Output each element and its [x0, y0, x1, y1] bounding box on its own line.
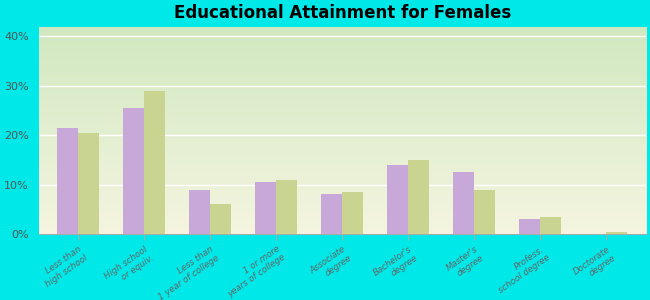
Bar — [387, 165, 408, 234]
Bar — [606, 232, 627, 234]
Bar — [453, 172, 474, 234]
Bar — [321, 194, 343, 234]
Bar — [210, 204, 231, 234]
Bar — [540, 217, 562, 234]
Bar — [519, 219, 540, 234]
Bar — [255, 182, 276, 234]
Title: Educational Attainment for Females: Educational Attainment for Females — [174, 4, 511, 22]
Bar — [189, 190, 210, 234]
Bar — [57, 128, 78, 234]
Bar — [123, 108, 144, 234]
Bar — [78, 133, 99, 234]
Bar — [408, 160, 430, 234]
Bar — [276, 180, 297, 234]
Bar — [343, 192, 363, 234]
Bar — [144, 91, 165, 234]
Bar — [474, 190, 495, 234]
